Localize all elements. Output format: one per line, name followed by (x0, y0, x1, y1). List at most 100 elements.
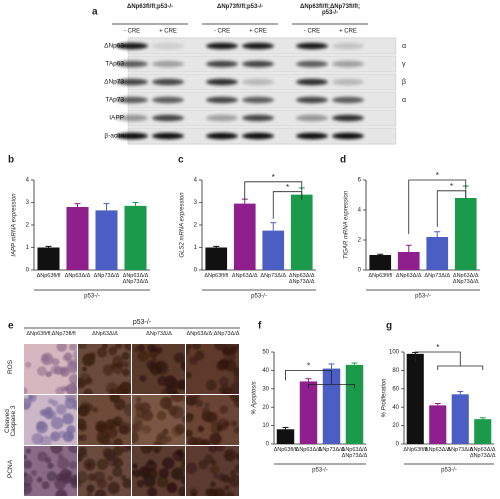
cell (170, 395, 184, 403)
error-bar (213, 245, 220, 248)
cell (69, 358, 77, 370)
cell (166, 482, 178, 494)
cells (78, 344, 131, 394)
group-label: p53-/- (441, 468, 457, 474)
error-bar (103, 203, 110, 211)
significance: * (436, 343, 439, 352)
isoform-label: γ (402, 61, 406, 68)
error-bar (457, 391, 464, 395)
cell (162, 457, 175, 470)
cell (55, 386, 65, 394)
x-tick-label: ΔNp63Δ/Δ (395, 273, 422, 279)
row-label: β-actin (104, 133, 124, 140)
y-tick-label: 0 (266, 442, 270, 448)
cell (140, 446, 153, 454)
bar (397, 252, 420, 270)
cell (97, 424, 103, 430)
error-bar (132, 202, 139, 206)
cell (24, 403, 30, 411)
band (296, 132, 328, 140)
band (206, 42, 238, 50)
cell (170, 405, 184, 419)
cell (105, 382, 119, 394)
cell (137, 344, 145, 352)
band (206, 60, 238, 68)
isoform-label: α (402, 43, 406, 50)
cell (226, 349, 233, 356)
x-tick-label: ΔNp63fl/fl (36, 273, 61, 279)
cells (186, 344, 239, 394)
micrograph (186, 344, 239, 394)
cell (121, 351, 130, 360)
column-header: ΔNp63Δ/Δ (92, 331, 118, 337)
cell (180, 475, 185, 485)
y-tick-label: 100 (389, 350, 400, 356)
cell (83, 388, 93, 394)
cell (31, 470, 37, 476)
column-header: ΔNp63Δ/Δ;ΔNp73Δ/Δ (186, 331, 240, 337)
cell (65, 383, 77, 394)
error-bar (351, 362, 358, 365)
band (206, 114, 238, 122)
bracket (272, 191, 303, 219)
cell (132, 463, 138, 469)
bracket (285, 370, 355, 389)
significance: * (436, 171, 439, 180)
cell (171, 467, 184, 481)
cell (134, 414, 144, 424)
cell (114, 344, 123, 350)
bracket (436, 190, 467, 227)
cell (68, 374, 77, 385)
bar (429, 405, 447, 444)
cell (55, 404, 67, 415)
cell (41, 354, 50, 363)
micrograph (24, 344, 77, 394)
cell (174, 423, 185, 435)
cell (96, 347, 108, 358)
y-tick-label: 60 (392, 386, 399, 392)
x-tick-label: ΔNp63Δ/Δ ΔNp73Δ/Δ (288, 273, 315, 285)
cells (186, 446, 239, 496)
bracket (408, 179, 467, 234)
y-axis-label: % Proliferation (382, 378, 388, 418)
cell (107, 419, 117, 429)
cell (209, 481, 216, 488)
lane-label: - CRE (214, 29, 230, 35)
x-tick-label: ΔNp63Δ/Δ (424, 447, 451, 453)
cell (210, 464, 220, 475)
error-bar (74, 203, 81, 207)
bar (37, 247, 60, 270)
y-tick-label: 2 (358, 238, 362, 244)
cell (193, 395, 201, 400)
y-tick-label: 1 (194, 245, 198, 251)
cell (55, 489, 68, 496)
cell (228, 477, 234, 483)
band (206, 96, 238, 104)
cell (47, 410, 57, 420)
panel-label: d (340, 155, 346, 166)
cell (78, 446, 87, 456)
band (206, 132, 238, 140)
y-tick-label: 0 (194, 268, 198, 274)
y-tick-label: 2 (26, 223, 30, 229)
cell (214, 344, 226, 351)
cell (181, 415, 185, 423)
cell (56, 473, 65, 482)
cell (155, 433, 168, 445)
significance: * (286, 183, 289, 192)
cell (233, 376, 239, 383)
y-axis-label: TIGAR mRNA expression (344, 190, 350, 259)
band (332, 132, 364, 140)
error-bar (434, 231, 441, 237)
cell (224, 491, 235, 496)
cell (233, 427, 239, 434)
cell (78, 434, 83, 441)
bar (124, 205, 147, 270)
cell (40, 408, 50, 417)
band (116, 60, 148, 68)
band (242, 132, 274, 140)
band (116, 96, 148, 104)
cell (58, 430, 66, 439)
band (116, 114, 148, 122)
cell (135, 396, 142, 403)
